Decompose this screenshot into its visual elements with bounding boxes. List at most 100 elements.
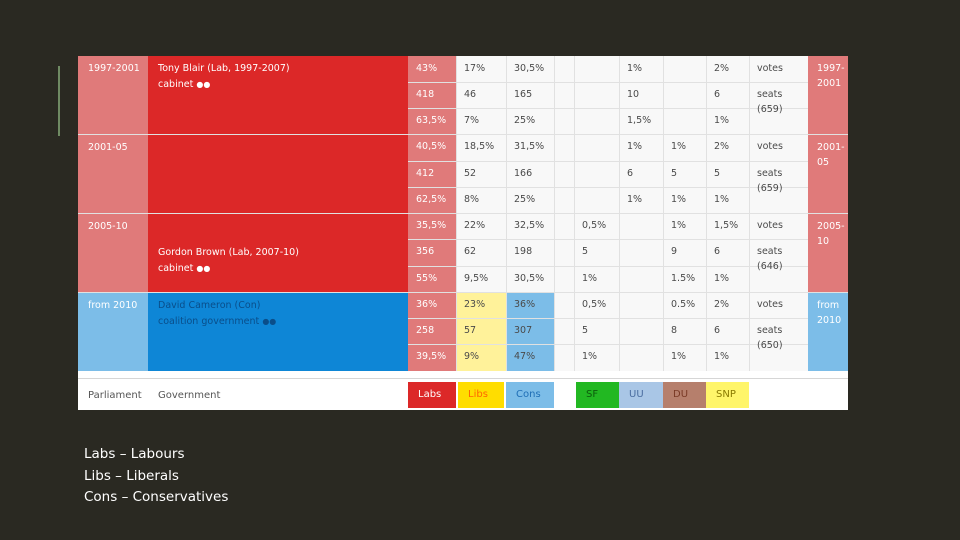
party-swatch-sf: SF [576,382,619,408]
government-cameron-name: David Cameron (Con) [158,300,261,311]
result-cell-libs: 18,5% [464,141,495,152]
result-cell-sf [574,187,582,192]
government-blair-sub: cabinet [158,79,194,90]
result-cell-du: 1% [671,351,687,362]
result-cell-gap [554,344,562,349]
libs-coalition-cells [456,292,506,371]
footer-divider [78,378,848,379]
result-cell-labs: 258 [416,325,435,336]
result-cell-labs: 62,5% [416,194,447,205]
result-cell-snp: 1,5% [714,220,739,231]
result-cell-libs: 57 [464,325,477,336]
period-column-coalition [78,292,148,371]
result-cell-cons: 25% [514,194,536,205]
result-cell-uu [619,318,627,323]
result-cell-gap [554,108,562,113]
result-cell-snp: 5 [714,168,721,179]
result-cell-snp: 6 [714,246,721,257]
result-cell-cons: 30,5% [514,63,545,74]
result-cell-libs: 22% [464,220,486,231]
result-cell-libs: 9% [464,351,480,362]
result-cell-uu [619,292,627,297]
legend-labs: Labs – Labours [84,446,185,462]
cons-coalition-cells [506,292,554,371]
result-cell-du [663,82,671,87]
result-cell-labs: 412 [416,168,435,179]
result-cell-uu [619,344,627,349]
result-cell-labs: 39,5% [416,351,447,362]
result-cell-libs: 7% [464,115,480,126]
result-cell-libs: 52 [464,168,477,179]
result-cell-cons: 25% [514,115,536,126]
result-cell-measure: seats (646) [757,246,783,272]
result-cell-sf: 0,5% [582,220,607,231]
period-right-column-coalition [808,292,848,371]
result-cell-labs: 356 [416,246,435,257]
party-swatch-labs: Labs [408,382,456,408]
result-cell-cons: 31,5% [514,141,545,152]
government-brown-sub: cabinet [158,263,194,274]
government-blair-name: Tony Blair (Lab, 1997-2007) [158,63,290,74]
result-cell-measure [749,266,757,271]
result-cell-measure [749,108,757,113]
result-cell-gap [554,239,562,244]
result-cell-snp: 6 [714,325,721,336]
result-cell-snp: 1% [714,273,730,284]
result-cell-libs: 9,5% [464,273,489,284]
result-cell-uu [619,239,627,244]
result-cell-labs: 40,5% [416,141,447,152]
result-cell-measure [749,344,757,349]
result-cell-libs: 23% [464,299,486,310]
result-cell-sf: 0,5% [582,299,607,310]
result-cell-gap [554,161,562,166]
result-cell-sf: 1% [582,273,598,284]
party-swatch-uu: UU [619,382,663,408]
period-right-column-labour [808,56,848,292]
result-cell-libs: 46 [464,89,477,100]
result-cell-uu: 1% [627,63,643,74]
result-cell-snp: 1% [714,194,730,205]
result-cell-gap [554,292,562,297]
result-cell-libs: 62 [464,246,477,257]
result-cell-sf [574,134,582,139]
result-cell-du: 9 [671,246,678,257]
party-swatch-snp: SNP [706,382,749,408]
result-cell-measure: votes [757,63,783,74]
result-cell-du: 1% [671,194,687,205]
result-cell-labs: 36% [416,299,438,310]
result-cell-snp: 1% [714,115,730,126]
period-column-labour [78,56,148,292]
result-cell-uu: 1% [627,141,643,152]
result-cell-measure: seats (659) [757,89,783,115]
result-cell-measure: votes [757,141,783,152]
result-cell-du: 5 [671,168,678,179]
government-cameron-sub: coalition government [158,316,260,327]
result-cell-gap [554,213,562,218]
result-cell-du [663,56,671,61]
result-cell-gap [554,318,562,323]
result-cell-labs: 55% [416,273,438,284]
result-cell-snp: 1% [714,351,730,362]
people-icon: ●● [262,317,277,326]
result-cell-cons: 165 [514,89,533,100]
result-cell-cons: 32,5% [514,220,545,231]
labour-government-block [148,56,408,292]
result-cell-sf [574,108,582,113]
party-swatch-du: DU [663,382,706,408]
party-swatch-cons: Cons [506,382,554,408]
result-cell-snp: 2% [714,141,730,152]
result-cell-libs: 8% [464,194,480,205]
period-label-2001-05: 2001-05 [88,142,128,153]
period-right-2001-05: 2001- 05 [817,142,845,168]
result-cell-du: 1% [671,220,687,231]
result-cell-du: 0.5% [671,299,696,310]
result-cell-cons: 198 [514,246,533,257]
result-cell-sf: 1% [582,351,598,362]
result-cell-labs: 418 [416,89,435,100]
result-cell-gap [554,187,562,192]
period-right-1997-2001: 1997- 2001 [817,63,845,89]
people-icon: ●● [196,80,211,89]
period-label-1997-2001: 1997-2001 [88,63,140,74]
footer-parliament-label: Parliament [88,390,142,401]
result-cell-sf [574,56,582,61]
